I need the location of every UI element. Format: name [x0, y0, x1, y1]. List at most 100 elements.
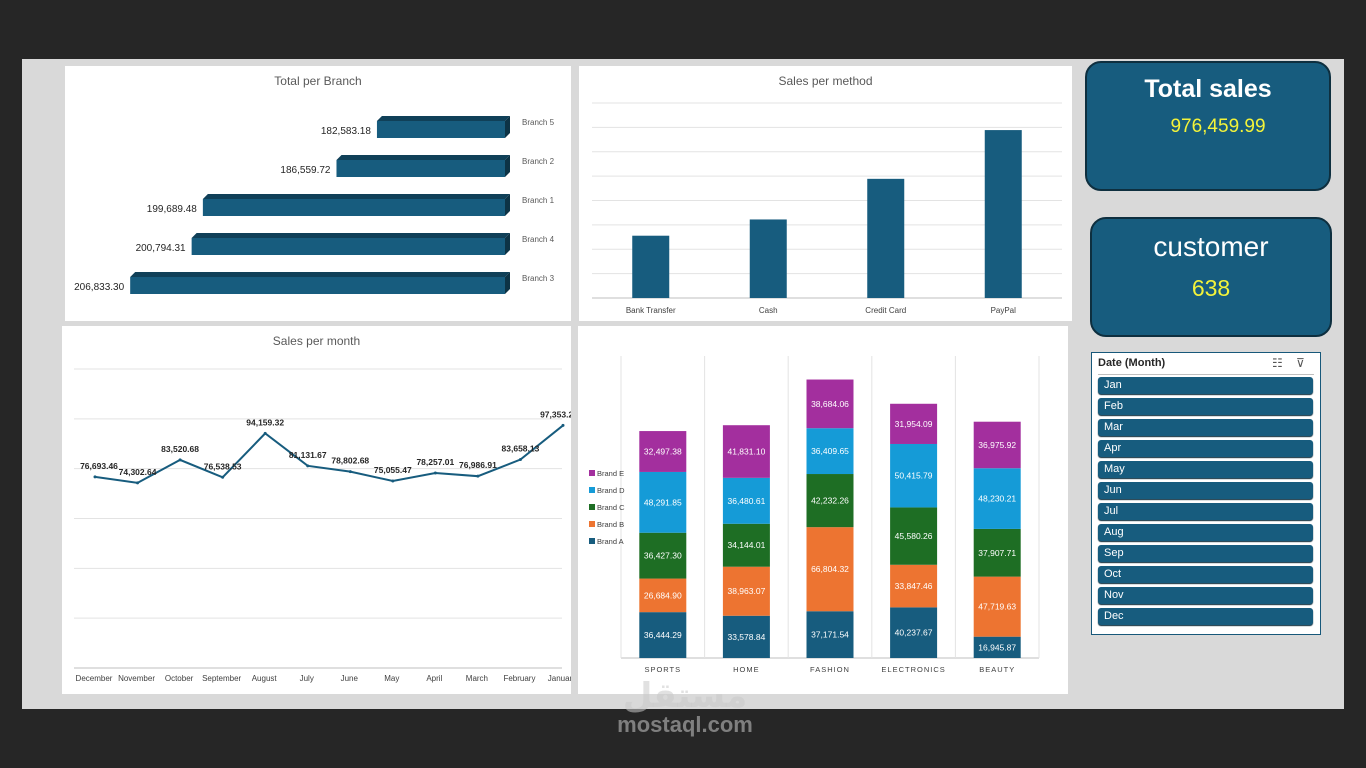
month-value-label: 83,520.68 — [161, 444, 199, 454]
branch-bar-front — [191, 238, 505, 255]
method-chart: Bank Transfer Cash Credit Card PayPal — [592, 102, 1062, 315]
stack-segment — [890, 507, 938, 565]
stack-segment — [806, 474, 854, 528]
month-point — [221, 475, 225, 479]
legend-swatch — [589, 504, 595, 510]
slicer-divider — [1098, 374, 1314, 375]
branch-category-label: Branch 1 — [522, 196, 555, 205]
month-chart: 76,693.46 December 74,302.64 November 83,520… — [74, 368, 571, 683]
slicer-item-jun[interactable]: Jun — [1098, 482, 1313, 499]
slicer-items: Jan Feb Mar Apr May Jun Jul Aug Sep Oct Nov Dec — [1098, 377, 1313, 629]
month-category-label: December — [76, 674, 113, 683]
slicer-item-aug[interactable]: Aug — [1098, 524, 1313, 541]
slicer-item-may[interactable]: May — [1098, 461, 1313, 478]
stack-segment — [722, 523, 770, 567]
branch-bar-top — [191, 233, 510, 238]
category-chart: 36,444.29 26,684.90 36,427.30 48,291.85 32,4… — [589, 356, 1040, 674]
branch-value-label: 206,833.30 — [74, 282, 124, 293]
stack-value-label: 66,804.32 — [811, 564, 849, 574]
month-point — [518, 458, 522, 462]
stack-segment — [973, 468, 1021, 529]
stack-value-label: 33,578.84 — [727, 632, 765, 642]
category-label: ELECTRONICS — [881, 665, 945, 674]
stack-segment — [722, 425, 770, 478]
branch-bar — [130, 272, 511, 294]
month-category-label: June — [341, 674, 359, 683]
stack-segment — [973, 421, 1021, 469]
legend-label: Brand D — [597, 486, 625, 495]
total-sales-card: Total sales 976,459.99 — [1085, 61, 1331, 191]
multi-select-icon[interactable]: ☷ — [1272, 356, 1283, 370]
branch-value-label: 186,559.72 — [280, 165, 330, 176]
month-chart-title: Sales per month — [272, 334, 361, 348]
stack-value-label: 32,497.38 — [644, 447, 682, 457]
branch-bar-top — [336, 155, 510, 160]
branch-bar — [336, 155, 510, 177]
month-slicer: Date (Month) ☷ ⊽ Jan Feb Mar Apr May Jun Jul Au… — [1091, 352, 1321, 635]
stack-value-label: 45,580.26 — [895, 531, 933, 541]
stack-segment — [639, 578, 687, 613]
watermark: مستقل mostaql.com — [600, 678, 770, 736]
slicer-item-sep[interactable]: Sep — [1098, 545, 1313, 562]
category-label: BEAUTY — [979, 665, 1015, 674]
month-category-label: March — [466, 674, 488, 683]
stack-segment — [722, 615, 770, 658]
branch-bar-side — [505, 272, 510, 294]
branch-bar — [376, 116, 510, 138]
category-label: FASHION — [810, 665, 850, 674]
month-value-label: 94,159.32 — [246, 417, 284, 427]
slicer-item-oct[interactable]: Oct — [1098, 566, 1313, 583]
branch-bar-front — [202, 199, 506, 216]
legend-swatch — [589, 470, 595, 476]
legend-label: Brand A — [597, 537, 624, 546]
branch-category-label: Branch 4 — [522, 235, 555, 244]
stack-value-label: 42,232.26 — [811, 496, 849, 506]
stack-value-label: 33,847.46 — [895, 581, 933, 591]
slicer-item-mar[interactable]: Mar — [1098, 419, 1313, 436]
method-bar — [984, 130, 1022, 298]
stack-segment — [973, 636, 1021, 658]
branch-bar-side — [505, 116, 510, 138]
customer-value: 638 — [1191, 275, 1231, 301]
stack-segment — [639, 532, 687, 579]
month-value-label: 76,986.91 — [459, 460, 497, 470]
stack-segment — [639, 612, 687, 658]
stack-value-label: 16,945.87 — [978, 642, 1016, 652]
stack-value-label: 38,684.06 — [811, 399, 849, 409]
month-value-label: 74,302.64 — [119, 467, 157, 477]
category-chart-panel: 36,444.29 26,684.90 36,427.30 48,291.85 32,4… — [578, 326, 1068, 694]
month-value-label: 97,353.21 — [540, 409, 571, 419]
stack-segment — [890, 443, 938, 508]
slicer-header: Date (Month) — [1098, 357, 1166, 369]
month-point — [263, 431, 267, 435]
watermark-latin: mostaql.com — [617, 712, 753, 737]
stack-segment — [806, 379, 854, 429]
clear-filter-icon[interactable]: ⊽ — [1296, 356, 1305, 370]
stack-segment — [639, 431, 687, 472]
month-category-label: September — [202, 674, 241, 683]
stack-value-label: 31,954.09 — [895, 419, 933, 429]
stack-segment — [890, 403, 938, 444]
month-category-label: August — [252, 674, 278, 683]
month-point — [306, 464, 310, 468]
method-bar — [632, 235, 670, 298]
slicer-item-nov[interactable]: Nov — [1098, 587, 1313, 604]
branch-chart-title: Total per Branch — [274, 74, 362, 88]
month-value-label: 75,055.47 — [374, 465, 412, 475]
stack-value-label: 36,427.30 — [644, 551, 682, 561]
month-series-line — [94, 424, 564, 484]
branch-bar-top — [130, 272, 511, 277]
slicer-item-feb[interactable]: Feb — [1098, 398, 1313, 415]
slicer-item-apr[interactable]: Apr — [1098, 440, 1313, 457]
slicer-item-jan[interactable]: Jan — [1098, 377, 1313, 394]
branch-category-label: Branch 5 — [522, 118, 555, 127]
month-point — [348, 470, 352, 474]
month-chart-panel: Sales per month 76,693.46 December 74,302.… — [62, 326, 571, 694]
slicer-item-jul[interactable]: Jul — [1098, 503, 1313, 520]
stack-value-label: 34,144.01 — [727, 540, 765, 550]
slicer-item-dec[interactable]: Dec — [1098, 608, 1313, 625]
stack-segment — [890, 607, 938, 658]
category-label: HOME — [733, 665, 760, 674]
method-bar — [867, 178, 905, 298]
stack-segment — [722, 477, 770, 524]
